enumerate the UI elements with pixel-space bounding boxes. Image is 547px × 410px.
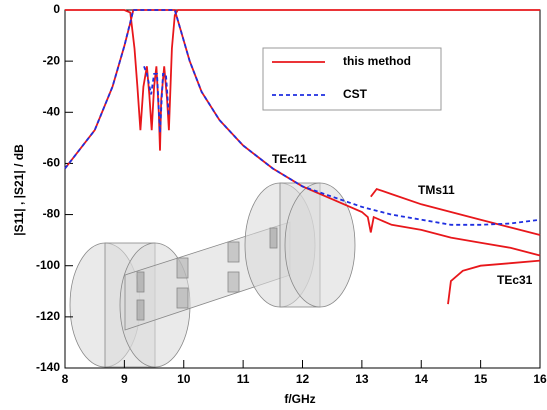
x-tick-label: 16 <box>533 372 547 386</box>
x-tick-label: 12 <box>296 372 310 386</box>
legend-label: this method <box>343 54 411 68</box>
post <box>228 272 239 292</box>
y-tick-label: -20 <box>43 53 61 67</box>
post <box>228 242 239 262</box>
annotation: TEc31 <box>497 273 533 287</box>
x-tick-label: 9 <box>121 372 128 386</box>
x-tick-label: 11 <box>237 372 250 386</box>
y-tick-label: -80 <box>43 207 61 221</box>
x-tick-label: 8 <box>62 372 69 386</box>
filter-illustration <box>70 183 355 367</box>
iris <box>270 228 277 248</box>
annotation: TEc11 <box>272 152 307 166</box>
x-tick-label: 14 <box>415 372 429 386</box>
x-axis-label: f/GHz <box>284 392 315 406</box>
x-tick-label: 13 <box>355 372 369 386</box>
y-axis-label: |S11| , |S21| / dB <box>12 144 26 236</box>
post <box>177 258 188 278</box>
y-tick-label: -40 <box>43 104 61 118</box>
y-tick-label: -120 <box>36 309 60 323</box>
cavity-end <box>285 183 355 307</box>
y-tick-label: -140 <box>36 360 60 374</box>
x-tick-label: 10 <box>177 372 191 386</box>
y-tick-label: 0 <box>53 2 60 16</box>
y-tick-label: -100 <box>36 258 60 272</box>
legend-label: CST <box>343 87 368 101</box>
x-tick-label: 15 <box>474 372 488 386</box>
chart: f/GHz |S11| , |S21| / dB 8 9 10 11 12 13 14 15 1… <box>0 0 547 410</box>
annotation: TMs11 <box>418 183 455 197</box>
post <box>177 288 188 308</box>
iris <box>137 300 144 320</box>
iris <box>137 272 144 292</box>
y-tick-label: -60 <box>43 156 61 170</box>
